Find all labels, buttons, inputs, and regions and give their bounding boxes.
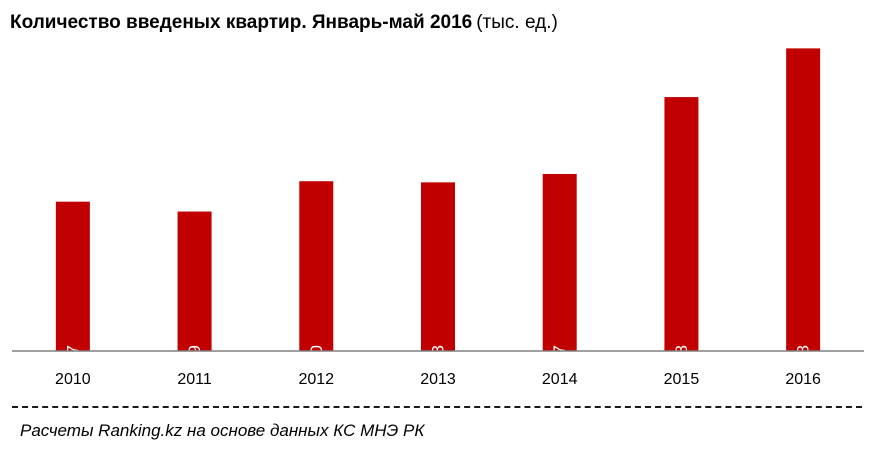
chart-title: Количество введеных квартир. Январь-май … <box>10 12 558 34</box>
bar-2012 <box>299 181 334 351</box>
x-tick-label-2016: 2016 <box>785 371 821 388</box>
source-note: Расчеты Ranking.kz на основе данных КС М… <box>20 421 425 440</box>
bar-value-label-2013: 18 913 <box>429 345 448 397</box>
chart-title-main: Количество введеных квартир. Январь-май … <box>10 12 473 33</box>
bar-2010 <box>55 201 90 351</box>
separator-dashed-line <box>12 406 862 408</box>
bar-value-label-2015: 28 478 <box>672 345 691 397</box>
bar-2015 <box>664 97 699 351</box>
bar-2016 <box>786 48 821 351</box>
x-tick-labels: 2010 2011 2012 2013 2014 2015 2016 <box>55 371 821 388</box>
x-tick-label-2015: 2015 <box>664 371 700 388</box>
bar-2011 <box>177 211 212 351</box>
x-tick-label-2011: 2011 <box>177 371 212 388</box>
bar-value-label-2016: 33 938 <box>794 345 813 397</box>
x-tick-label-2012: 2012 <box>298 371 334 388</box>
chart-title-unit: (тыс. ед.) <box>476 12 558 33</box>
bar-value-label-2011: 15 639 <box>185 345 204 397</box>
bar-value-label-2010: 16 747 <box>63 345 82 397</box>
x-tick-label-2010: 2010 <box>55 371 91 388</box>
x-tick-label-2014: 2014 <box>542 371 578 388</box>
bars-group: 16 747 15 639 19 040 18 913 19 857 28 478 33 9… <box>55 48 821 397</box>
bar-chart: 16 747 15 639 19 040 18 913 19 857 28 478 33 9… <box>12 48 864 397</box>
bar-2013 <box>421 182 455 351</box>
bar-value-label-2012: 19 040 <box>307 345 326 397</box>
bar-2014 <box>542 173 577 351</box>
bar-value-label-2014: 19 857 <box>550 345 569 397</box>
x-tick-label-2013: 2013 <box>420 371 456 388</box>
